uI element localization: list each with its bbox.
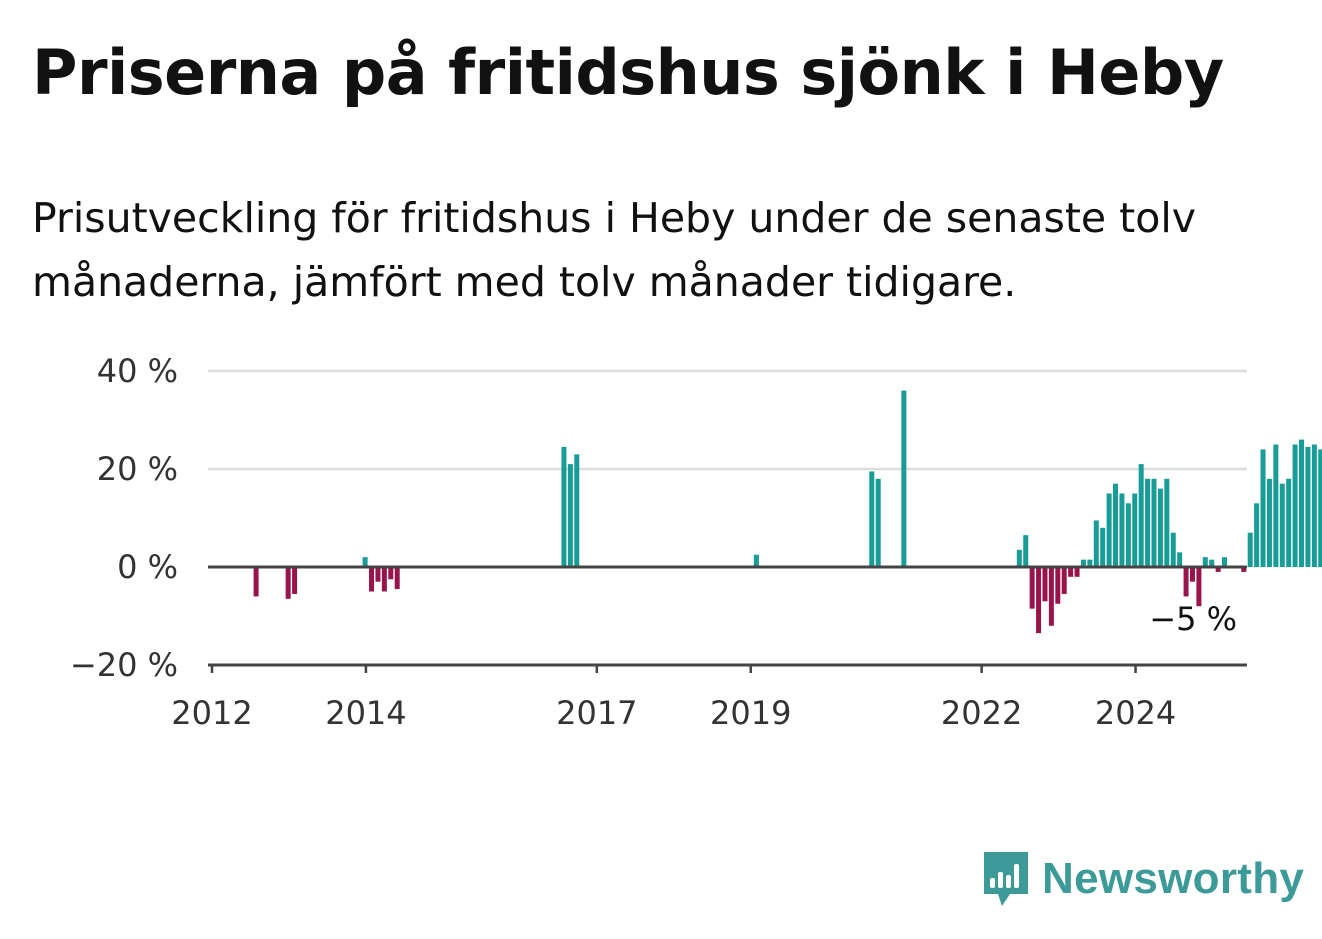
bar — [253, 567, 259, 597]
y-tick-label: −20 % — [70, 646, 178, 684]
bar — [1151, 478, 1157, 567]
brand-name: Newsworthy — [1042, 854, 1305, 903]
bar — [1125, 503, 1131, 567]
bar — [1286, 478, 1292, 567]
bar — [1183, 567, 1189, 597]
bar — [901, 390, 907, 567]
bar — [1106, 493, 1112, 567]
axes — [208, 565, 1247, 673]
bar — [1247, 532, 1253, 567]
bar — [869, 471, 875, 567]
bar — [561, 446, 567, 567]
bar — [1157, 488, 1163, 567]
x-tick-label: 2019 — [710, 694, 791, 732]
bar — [394, 567, 400, 590]
x-tick-label: 2022 — [941, 694, 1022, 732]
bar — [292, 567, 298, 594]
tick-labels: −20 % 0 % 20 % 40 % 2012 2014 2017 2019 2022 2024… — [70, 352, 1237, 732]
bar — [1318, 449, 1322, 567]
bar — [1189, 567, 1195, 582]
y-tick-label: 20 % — [97, 450, 178, 488]
bar — [1080, 559, 1086, 567]
bar — [1170, 532, 1176, 567]
bar — [1074, 567, 1080, 577]
bar — [1119, 493, 1125, 567]
bar — [285, 567, 291, 599]
y-tick-label: 0 % — [117, 548, 178, 586]
bar — [1036, 567, 1042, 634]
bar — [1138, 464, 1144, 567]
bar — [1266, 478, 1272, 567]
bar — [1048, 567, 1054, 626]
bar — [375, 567, 381, 582]
y-tick-label: 40 % — [97, 352, 178, 390]
bar — [567, 464, 573, 567]
bar — [1068, 567, 1074, 577]
bar — [1222, 557, 1228, 567]
chart-subtitle: Prisutveckling för fritidshus i Heby und… — [32, 194, 1196, 306]
bar — [574, 454, 580, 567]
bar — [1292, 444, 1298, 567]
bar — [1254, 503, 1260, 567]
bar — [1093, 520, 1099, 567]
bar — [1202, 557, 1208, 567]
bar — [1215, 567, 1221, 572]
bar — [1209, 559, 1215, 567]
bar — [1132, 493, 1138, 567]
bar — [1113, 483, 1119, 567]
bar — [1100, 527, 1106, 567]
bar — [1279, 483, 1285, 567]
bar — [1241, 567, 1247, 572]
bar — [1029, 567, 1035, 609]
bar — [1305, 446, 1311, 567]
bar-chart-speech-bubble-icon — [984, 852, 1028, 906]
bar — [1016, 549, 1022, 567]
bar — [1299, 439, 1305, 567]
x-tick-label: 2014 — [325, 694, 406, 732]
bar — [1087, 559, 1093, 567]
bar — [1061, 567, 1067, 594]
x-tick-label: 2017 — [556, 694, 637, 732]
bar — [362, 557, 368, 567]
bar — [1023, 535, 1029, 567]
bar — [1055, 567, 1061, 604]
bar — [369, 567, 375, 592]
bar — [1260, 449, 1266, 567]
x-tick-label: 2024 — [1095, 694, 1176, 732]
brand-logo: Newsworthy — [980, 848, 1304, 910]
x-tick-label: 2012 — [171, 694, 252, 732]
bars — [253, 390, 1322, 634]
bar — [1145, 478, 1151, 567]
bar — [1042, 567, 1048, 602]
bar — [875, 478, 881, 567]
bar — [1311, 444, 1317, 567]
bar — [1177, 552, 1183, 567]
bar — [1164, 478, 1170, 567]
bar — [381, 567, 387, 592]
chart-title: Priserna på fritidshus sjönk i Heby — [32, 36, 1224, 109]
bar-chart: −20 % 0 % 20 % 40 % 2012 2014 2017 2019 2022 2024… — [70, 352, 1322, 732]
bar — [753, 554, 759, 567]
latest-value-label: −5 % — [1149, 600, 1237, 638]
bar — [1273, 444, 1279, 567]
bar — [1196, 567, 1202, 607]
gridlines — [208, 369, 1247, 471]
bar — [388, 567, 394, 580]
